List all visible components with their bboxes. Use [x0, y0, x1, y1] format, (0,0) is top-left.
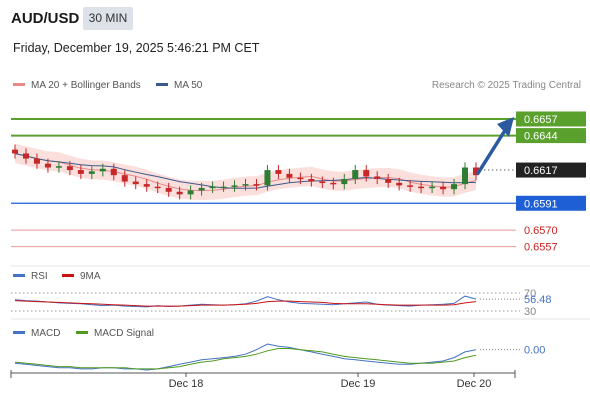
level-label: 0.6557 [524, 242, 558, 254]
candle-body [352, 170, 359, 179]
research-credit: Research © 2025 Trading Central [431, 80, 581, 91]
axis-tick-label: Dec 19 [341, 378, 376, 390]
candle-body [44, 163, 51, 168]
legend-rsi: RSI [13, 271, 48, 282]
candle-body [363, 170, 370, 177]
candle-body [407, 185, 414, 187]
candle-body [308, 179, 315, 182]
candle-body [176, 191, 183, 195]
ma20-swatch [13, 82, 25, 86]
candle-body [88, 171, 95, 174]
ma20-label: MA 20 + Bollinger Bands [31, 80, 141, 91]
candle-body [429, 186, 436, 189]
bollinger-band-fill [15, 143, 476, 201]
level-label: 0.6644 [524, 131, 558, 143]
macd-panel: 0.00 [11, 318, 590, 371]
level-label: 0.6617 [524, 165, 558, 177]
level-label: 0.6657 [524, 114, 558, 126]
candle-body [143, 184, 150, 187]
candle-body [319, 181, 326, 184]
candle-body [209, 186, 216, 189]
level-labels: 0.6657 0.6644 0.6617 0.6591 0.6570 0.6557 [516, 111, 586, 254]
rsi-current-value: 56.48 [524, 294, 552, 306]
candle-body [275, 170, 282, 174]
candle-body [220, 186, 227, 189]
candle-body [440, 186, 447, 190]
candle-body [66, 166, 73, 171]
macd-line [14, 343, 477, 371]
candle-body [154, 186, 161, 189]
candle-body [242, 184, 249, 186]
candle-body [77, 170, 84, 174]
candle-body [231, 185, 238, 187]
macd-signal-line [14, 348, 477, 370]
level-label: 0.6591 [524, 198, 558, 210]
arrow-head [497, 116, 514, 137]
candles [12, 144, 479, 200]
9ma-swatch [62, 273, 74, 277]
level-label-box [516, 195, 586, 211]
time-axis: Dec 18 Dec 19 Dec 20 [10, 370, 516, 390]
candle-body [121, 175, 128, 182]
candle-body [99, 168, 106, 172]
target-arrow [476, 116, 514, 175]
candle-body [374, 176, 381, 179]
rsi-9ma-line [14, 300, 477, 307]
candle-body [286, 173, 293, 178]
candle-body [12, 149, 18, 154]
candle-body [33, 158, 40, 164]
ma50-label: MA 50 [174, 80, 203, 91]
candle-body [132, 181, 139, 185]
candle-body [264, 170, 271, 186]
candle-body [55, 166, 62, 168]
interval-badge[interactable]: 30 MIN [83, 7, 133, 30]
candle-body [22, 153, 29, 159]
candle-body [110, 168, 117, 176]
candle-body [187, 190, 194, 195]
level-lines [11, 117, 516, 248]
legend-macd-signal: MACD Signal [76, 328, 154, 339]
legend-macd: MACD [13, 328, 60, 339]
level-label-box [516, 162, 586, 178]
level-label-box [516, 111, 586, 127]
macd-swatch [13, 330, 25, 334]
candle-body [253, 184, 260, 186]
candle-body [297, 177, 304, 180]
macd-current-value: 0.00 [524, 345, 545, 357]
candle-body [165, 187, 172, 192]
legend-9ma: 9MA [62, 271, 101, 282]
9ma-label: 9MA [80, 271, 101, 282]
arrow-shaft [476, 130, 506, 175]
candle-body [396, 182, 403, 186]
candle-body [330, 182, 337, 185]
macd-label: MACD [31, 328, 61, 339]
candle-body [385, 179, 392, 183]
legend-ma50: MA 50 [156, 80, 202, 91]
level-label: 0.6570 [524, 225, 558, 237]
rsi-tick-30: 30 [524, 306, 536, 318]
axis-tick-label: Dec 18 [169, 378, 204, 390]
instrument-title: AUD/USD [11, 10, 80, 27]
bollinger-band [15, 143, 476, 201]
legend-ma20: MA 20 + Bollinger Bands [13, 80, 141, 91]
ma50-swatch [156, 82, 168, 86]
macd-signal-label: MACD Signal [94, 328, 155, 339]
rsi-label: RSI [31, 271, 48, 282]
level-label-box [516, 128, 586, 144]
candle-body [341, 179, 348, 185]
candle-body [198, 187, 205, 191]
candle-body [418, 186, 425, 189]
candle-body [462, 167, 469, 185]
macd-signal-swatch [76, 330, 88, 334]
rsi-swatch [13, 273, 25, 277]
chart-datetime: Friday, December 19, 2025 5:46:21 PM CET [13, 41, 260, 55]
rsi-tick-70: 70 [524, 288, 536, 300]
candle-body [451, 184, 458, 190]
axis-tick-label: Dec 20 [457, 378, 492, 390]
candle-body [473, 167, 479, 176]
